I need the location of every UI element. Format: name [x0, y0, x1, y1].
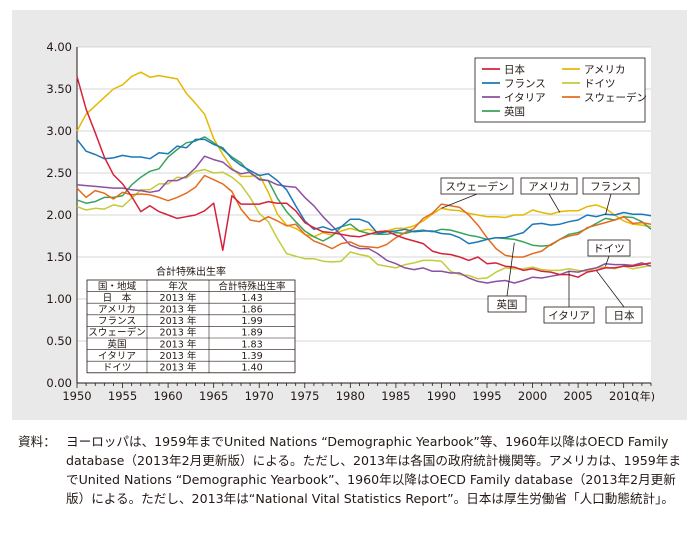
table-cell: アメリカ	[98, 305, 136, 316]
legend-label-japan: 日本	[504, 63, 525, 76]
y-tick-label: 4.00	[46, 40, 72, 54]
table-cell: 1.99	[241, 316, 262, 327]
table-cell: スウェーデン	[88, 327, 146, 339]
legend-label-germany: ドイツ	[584, 78, 616, 90]
chart-panel: 0.00 0.50 1.00 1.50 2.00 2.50 3.00 3.50 4.00 1950…	[12, 10, 687, 420]
series-line-sweden	[76, 174, 652, 258]
annotation-box-germany	[587, 239, 631, 257]
x-tick-label: 1965	[199, 389, 228, 403]
x-tick-label: 2005	[563, 389, 592, 403]
table-cell: 1.43	[241, 293, 262, 304]
x-tick-label: 1985	[381, 389, 410, 403]
table-cell: 2013 年	[159, 362, 196, 374]
series-line-italy	[76, 155, 652, 284]
x-unit-label: (年)	[635, 389, 655, 403]
annotation-leader-sweden	[441, 193, 478, 209]
y-tick-label: 0.00	[46, 376, 72, 390]
annotation-box-sweden	[440, 177, 514, 195]
table-cell: 2013 年	[159, 327, 196, 339]
table-cell: 2013 年	[159, 292, 196, 304]
table-cell: イタリア	[98, 351, 136, 362]
series-line-france	[76, 138, 652, 245]
y-tick-label: 1.00	[46, 292, 72, 306]
x-tick-label: 1975	[290, 389, 319, 403]
y-tick-label: 2.00	[46, 208, 72, 222]
annotation-label-italy: イタリア	[548, 310, 590, 322]
table-cell: 1.83	[241, 339, 262, 350]
series-line-usa	[76, 71, 652, 238]
table-cell: ドイツ	[103, 363, 132, 374]
legend-label-italy: イタリア	[504, 92, 546, 104]
annotation-leader-japan	[596, 270, 625, 308]
x-tick-label: 2000	[518, 389, 547, 403]
annotation-label-sweden: スウェーデン	[446, 180, 509, 193]
legend-label-uk: 英国	[504, 105, 525, 118]
table-header-cell: 合計特殊出生率	[218, 280, 286, 292]
annotation-label-uk: 英国	[497, 298, 518, 311]
table-cell: 2013 年	[159, 338, 196, 350]
y-tick-label: 1.50	[46, 250, 72, 264]
annotation-box-usa	[520, 177, 578, 195]
table-cell: 日 本	[103, 292, 132, 304]
table-cell: 2013 年	[159, 350, 196, 362]
x-tick-label: 1950	[62, 389, 91, 403]
source-note-label: 資料：	[18, 434, 56, 449]
x-tick-label: 1970	[245, 389, 274, 403]
annotation-label-germany: ドイツ	[593, 243, 625, 255]
annotation-box-japan	[605, 306, 643, 324]
annotation-leader-uk	[506, 242, 515, 297]
annotation-box-france	[582, 177, 640, 195]
annotation-label-france: フランス	[590, 181, 632, 193]
x-tick-label: 1995	[472, 389, 501, 403]
fertility-rate-line-chart: 0.00 0.50 1.00 1.50 2.00 2.50 3.00 3.50 4.00 1950…	[46, 40, 655, 403]
annotation-box-italy	[543, 306, 595, 324]
annotation-leader-germany	[605, 255, 610, 267]
x-tick-label: 1990	[427, 389, 456, 403]
x-tick-label: 1955	[108, 389, 137, 403]
annotation-label-japan: 日本	[614, 309, 635, 322]
source-note-text: ヨーロッパは、1959年までUnited Nations “Demographi…	[66, 434, 681, 506]
annotation-leader-usa	[548, 193, 561, 213]
annotation-leader-france	[605, 193, 612, 216]
table-cell: 2013 年	[159, 315, 196, 327]
series-line-japan	[76, 76, 652, 278]
x-tick-label: 1960	[153, 389, 182, 403]
table-cell: フランス	[98, 316, 136, 327]
x-tick-label: 2010	[609, 389, 638, 403]
source-note: 資料： ヨーロッパは、1959年までUnited Nations “Demogr…	[18, 432, 684, 508]
legend-label-usa: アメリカ	[584, 64, 625, 76]
table-cell: 1.86	[241, 305, 262, 316]
table-cell: 英国	[107, 338, 126, 350]
table-cell: 1.40	[241, 363, 262, 374]
y-tick-label: 3.50	[46, 82, 72, 96]
table-cell: 1.89	[241, 328, 262, 339]
y-tick-label: 2.50	[46, 166, 72, 180]
table-cell: 1.39	[241, 351, 262, 362]
x-tick-label: 1980	[336, 389, 365, 403]
y-tick-label: 0.50	[46, 334, 72, 348]
legend-label-france: フランス	[504, 78, 546, 90]
y-tick-label: 3.00	[46, 124, 72, 138]
table-header-cell: 国・地域	[98, 280, 137, 292]
table-title: 合計特殊出生率	[156, 265, 226, 278]
table-header-cell: 年次	[168, 280, 188, 292]
legend-label-sweden: スウェーデン	[584, 91, 647, 104]
table-cell: 2013 年	[159, 304, 196, 316]
legend-box	[474, 57, 646, 123]
annotation-label-usa: アメリカ	[528, 181, 569, 193]
annotation-box-uk	[487, 295, 527, 313]
